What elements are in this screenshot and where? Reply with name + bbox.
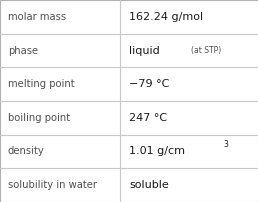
Text: molar mass: molar mass bbox=[8, 12, 66, 22]
Text: phase: phase bbox=[8, 45, 38, 56]
Text: boiling point: boiling point bbox=[8, 113, 70, 123]
Text: melting point: melting point bbox=[8, 79, 74, 89]
Text: soluble: soluble bbox=[129, 180, 169, 190]
Text: −79 °C: −79 °C bbox=[129, 79, 169, 89]
Text: 247 °C: 247 °C bbox=[129, 113, 167, 123]
Text: solubility in water: solubility in water bbox=[8, 180, 97, 190]
Text: 162.24 g/mol: 162.24 g/mol bbox=[129, 12, 203, 22]
Text: density: density bbox=[8, 146, 44, 157]
Text: 1.01 g/cm: 1.01 g/cm bbox=[129, 146, 185, 157]
Text: (at STP): (at STP) bbox=[191, 46, 221, 55]
Text: 3: 3 bbox=[223, 140, 228, 149]
Text: liquid: liquid bbox=[129, 45, 160, 56]
